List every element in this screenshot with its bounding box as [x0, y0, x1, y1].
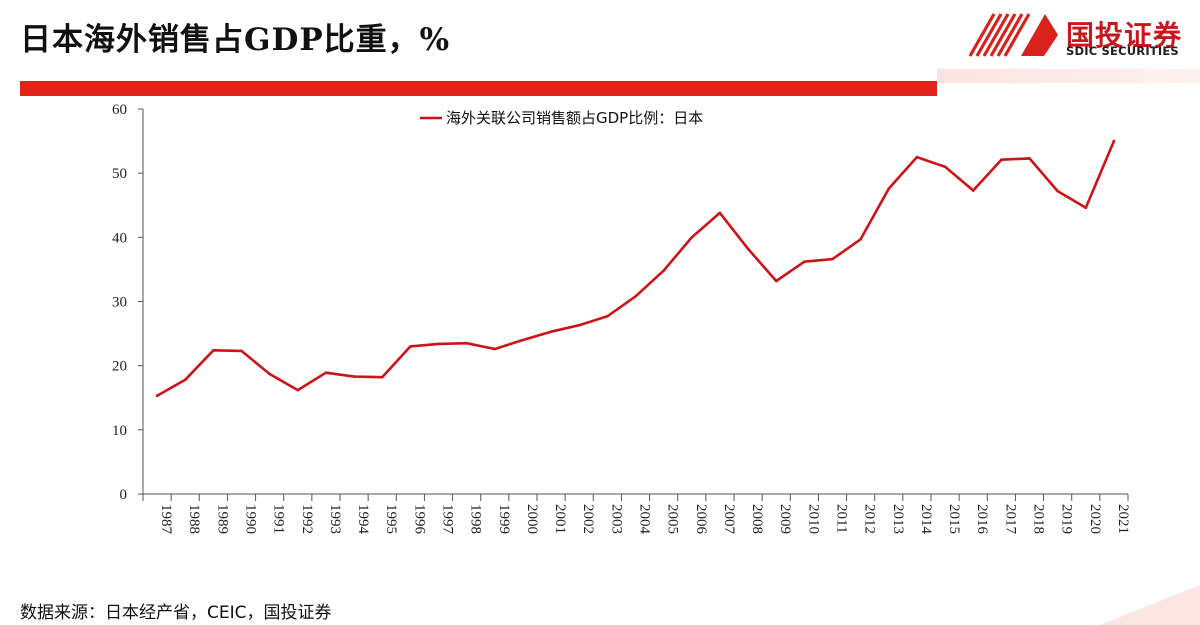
x-tick-label: 2021	[1115, 504, 1131, 534]
data-point	[296, 388, 300, 392]
x-tick-label: 2015	[946, 504, 962, 534]
data-source-note: 数据来源：日本经产省，CEIC，国投证券	[20, 603, 332, 623]
y-tick-label: 50	[112, 166, 127, 182]
x-tick-label: 1989	[214, 504, 230, 534]
data-point	[324, 371, 328, 375]
x-tick-label: 2000	[524, 504, 540, 534]
data-point	[577, 323, 581, 327]
x-tick-label: 2020	[1087, 504, 1103, 534]
x-tick-label: 2004	[637, 504, 653, 535]
corner-decoration	[1100, 585, 1200, 625]
x-tick-label: 2002	[580, 504, 596, 534]
x-tick-label: 2011	[834, 504, 850, 533]
x-tick-label: 2010	[805, 504, 821, 534]
x-tick-label: 2019	[1059, 504, 1075, 534]
data-point	[1056, 189, 1059, 193]
page-title: 日本海外销售占GDP比重，%	[20, 22, 451, 58]
data-point	[859, 237, 862, 241]
logo-chinese-name: 国投证券	[1066, 19, 1183, 52]
data-point	[437, 342, 440, 346]
data-point	[774, 279, 778, 283]
data-point	[746, 247, 750, 251]
x-tick-label: 2007	[721, 504, 737, 535]
data-point	[268, 372, 271, 376]
data-point	[493, 347, 497, 351]
data-point	[943, 165, 947, 169]
y-tick-label: 20	[112, 359, 127, 375]
data-point	[634, 295, 637, 298]
x-tick-label: 2018	[1031, 504, 1047, 534]
x-tick-label: 1992	[299, 504, 315, 534]
x-tick-label: 1996	[411, 504, 427, 535]
x-tick-label: 1997	[440, 504, 456, 535]
x-tick-label: 2017	[1002, 504, 1018, 535]
x-tick-label: 2014	[918, 504, 934, 535]
header-pink-band	[937, 69, 1200, 83]
x-tick-label: 2012	[862, 504, 878, 534]
x-tick-label: 2016	[974, 504, 990, 535]
data-point	[521, 338, 525, 342]
series-line	[155, 139, 1116, 398]
y-tick-label: 40	[112, 230, 127, 246]
data-point	[409, 345, 412, 348]
x-tick-label: 1988	[186, 504, 202, 534]
data-point	[465, 341, 468, 345]
x-tick-label: 1993	[327, 504, 343, 534]
data-point	[915, 155, 919, 159]
y-tick-label: 60	[112, 102, 127, 118]
x-tick-label: 2009	[777, 504, 793, 534]
x-tick-label: 1990	[243, 504, 259, 534]
x-tick-label: 1995	[383, 504, 399, 534]
data-point	[1028, 157, 1031, 160]
data-point	[971, 189, 975, 192]
data-point	[690, 236, 694, 239]
data-point	[662, 269, 665, 273]
data-point	[606, 314, 609, 318]
data-point	[1112, 139, 1116, 143]
data-point	[803, 260, 806, 264]
logo-stripes-icon	[968, 13, 1058, 57]
x-tick-label: 1987	[158, 504, 174, 535]
logo-english-name: SDIC SECURITIES	[1066, 44, 1179, 58]
x-tick-label: 1999	[496, 504, 512, 534]
data-point	[1084, 206, 1088, 210]
legend-label: 海外关联公司销售额占GDP比例：日本	[446, 109, 703, 127]
x-tick-label: 2013	[890, 504, 906, 534]
header-red-band	[20, 81, 937, 96]
data-point	[718, 211, 722, 215]
data-point	[831, 257, 834, 261]
x-tick-label: 2001	[552, 504, 568, 534]
data-point	[549, 330, 553, 333]
x-tick-label: 1998	[468, 504, 484, 534]
data-point	[155, 394, 159, 398]
y-tick-label: 0	[120, 487, 128, 503]
company-logo: 国投证券 SDIC SECURITIES	[966, 8, 1196, 60]
y-tick-label: 10	[112, 423, 127, 439]
data-point	[1000, 158, 1003, 161]
data-point	[240, 349, 243, 353]
x-tick-label: 2008	[749, 504, 765, 534]
data-point	[380, 375, 384, 379]
data-point	[887, 187, 891, 190]
x-tick-label: 2006	[693, 504, 709, 535]
data-point	[352, 375, 356, 378]
x-tick-label: 2003	[608, 504, 624, 534]
x-tick-label: 1994	[355, 504, 371, 535]
x-tick-label: 1991	[271, 504, 287, 534]
y-tick-label: 30	[112, 295, 127, 311]
data-point	[212, 348, 215, 352]
x-tick-label: 2005	[665, 504, 681, 534]
data-point	[183, 378, 187, 382]
